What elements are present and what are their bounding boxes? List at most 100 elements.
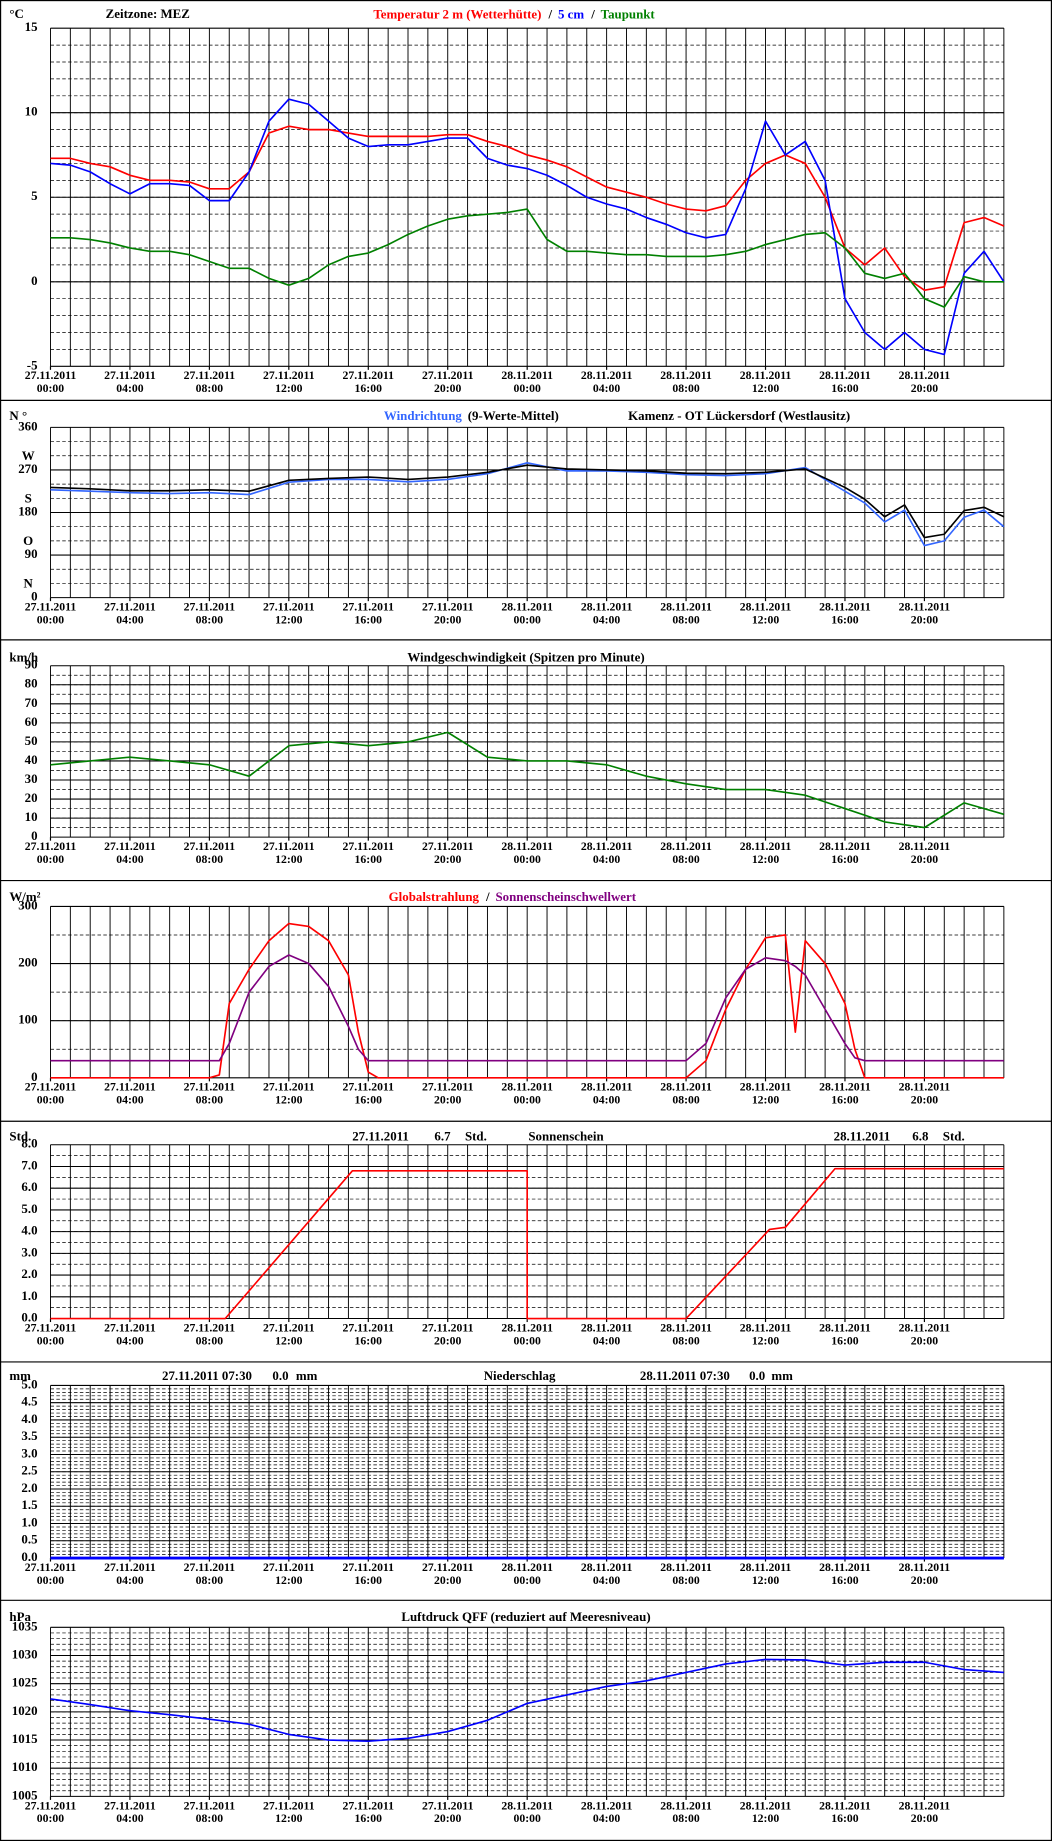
legend-entry: Temperatur 2 m (Wetterhütte) — [373, 6, 541, 21]
x-tick-label-text: 27.11.2011 20:00 — [421, 840, 474, 867]
panel-title: Kamenz - OT Lückersdorf (Westlausitz) — [628, 408, 850, 423]
x-tick-label-text: 27.11.2011 20:00 — [421, 369, 474, 396]
x-tick-label: 27.11.2011 04:00 — [104, 1800, 156, 1826]
panel: 0 10 20 30 40 50 60 70 80 90 27.11.2011 00:00 27.11… — [9, 650, 1005, 867]
panel-title: Sonnenschein — [528, 1129, 603, 1144]
x-tick-label: 27.11.2011 16:00 — [342, 601, 394, 627]
series-line — [50, 1167, 1004, 1320]
panel-dividers — [0, 399, 1052, 1601]
legend-entry: (9-Werte-Mittel) — [468, 408, 559, 423]
y-tick-label: 40 — [25, 752, 38, 767]
x-tick-label-text: 27.11.2011 20:00 — [421, 1561, 474, 1588]
x-tick-label-text: 27.11.2011 12:00 — [263, 369, 315, 396]
annotation: 6.8 — [912, 1129, 929, 1144]
y-tick-label: 1.0 — [21, 1288, 37, 1303]
legend-entry: Sonnenscheinschwellwert — [496, 889, 637, 904]
x-tick-label-text: 27.11.2011 12:00 — [263, 1561, 315, 1588]
y-tick-label: 0 — [31, 273, 37, 288]
x-tick-label: 28.11.2011 00:00 — [501, 369, 553, 396]
series-line — [50, 208, 1004, 308]
x-tick-label-text: 27.11.2011 04:00 — [104, 601, 156, 627]
x-tick-label: 27.11.2011 00:00 — [25, 1800, 77, 1826]
x-tick-label: 28.11.2011 04:00 — [581, 601, 633, 627]
series-line — [50, 731, 1005, 829]
legend: Windrichtung (9-Werte-Mittel) — [384, 408, 559, 423]
x-tick-label: 27.11.2011 20:00 — [421, 1561, 474, 1588]
x-tick-label-text: 28.11.2011 20:00 — [898, 1799, 951, 1826]
y-axis-label: Std. — [9, 1129, 31, 1144]
x-tick-label: 28.11.2011 08:00 — [660, 370, 712, 396]
legend-separator: / — [548, 6, 553, 21]
series-line — [50, 464, 1005, 539]
x-tick-label-text: 28.11.2011 20:00 — [898, 1322, 951, 1348]
x-tick-label-text: 27.11.2011 00:00 — [24, 369, 77, 396]
panel: 0.0 1.0 2.0 3.0 4.0 5.0 6.0 7.0 8.0 27.11.2011 00… — [9, 1129, 1005, 1348]
y-tick-label: 50 — [25, 733, 38, 748]
y-axis-label: km/h — [9, 650, 38, 665]
x-tick-label: 27.11.2011 12:00 — [263, 1561, 315, 1588]
x-tick-label: 27.11.2011 12:00 — [263, 1081, 315, 1108]
x-tick-label: 28.11.2011 12:00 — [740, 1322, 792, 1348]
x-tick-label-text: 28.11.2011 00:00 — [501, 369, 553, 396]
x-tick-label-text: 27.11.2011 08:00 — [183, 369, 236, 396]
x-tick-label: 28.11.2011 04:00 — [581, 1562, 633, 1588]
x-tick-label-text: 28.11.2011 16:00 — [819, 1799, 871, 1826]
x-tick-label-text: 27.11.2011 08:00 — [183, 1561, 236, 1588]
x-tick-label: 28.11.2011 12:00 — [740, 1800, 792, 1826]
x-tick-label-text: 28.11.2011 12:00 — [739, 369, 792, 396]
legend-separator: / — [590, 6, 595, 21]
direction-label: S — [25, 491, 32, 506]
x-tick-label: 27.11.2011 00:00 — [25, 1562, 77, 1588]
x-tick-label: 28.11.2011 08:00 — [660, 1800, 712, 1826]
y-tick-label: 1005 — [12, 1787, 38, 1802]
x-tick-label-text: 27.11.2011 16:00 — [342, 369, 395, 396]
x-tick-label: 28.11.2011 16:00 — [819, 601, 871, 627]
x-tick-label: 28.11.2011 12:00 — [739, 1081, 792, 1108]
x-tick-label: 28.11.2011 00:00 — [501, 1081, 553, 1107]
panel: 0 100 200 300 27.11.2011 00:00 27.11.2011 04:… — [9, 889, 1005, 1108]
x-tick-label-text: 28.11.2011 20:00 — [898, 1081, 951, 1108]
x-tick-label-text: 28.11.2011 12:00 — [739, 840, 792, 867]
y-tick-label: 15 — [25, 19, 38, 34]
y-tick-label: 0.5 — [21, 1532, 37, 1547]
annotation: 27.11.2011 — [352, 1129, 409, 1144]
series-line — [50, 922, 1004, 1079]
x-tick-label: 28.11.2011 12:00 — [739, 369, 792, 396]
x-tick-label-text: 28.11.2011 12:00 — [739, 1561, 792, 1588]
x-tick-label: 28.11.2011 08:00 — [660, 841, 712, 867]
x-tick-label-text: 27.11.2011 12:00 — [263, 601, 315, 627]
x-tick-label: 27.11.2011 08:00 — [184, 601, 236, 627]
x-tick-label-text: 27.11.2011 08:00 — [183, 840, 236, 867]
x-tick-label-text: 28.11.2011 04:00 — [580, 1081, 633, 1108]
x-tick-label-text: 27.11.2011 20:00 — [421, 1081, 474, 1108]
x-tick-label: 28.11.2011 04:00 — [581, 1322, 633, 1348]
x-tick-label: 27.11.2011 20:00 — [422, 601, 474, 627]
x-tick-label: 28.11.2011 12:00 — [739, 840, 792, 867]
x-tick-label: 27.11.2011 12:00 — [263, 841, 315, 867]
x-tick-label-text: 27.11.2011 04:00 — [104, 840, 156, 867]
x-tick-label: 27.11.2011 04:00 — [104, 1322, 156, 1348]
y-tick-label: 1025 — [12, 1675, 38, 1690]
x-tick-label: 28.11.2011 08:00 — [660, 1322, 712, 1348]
x-tick-label-text: 27.11.2011 04:00 — [104, 1561, 156, 1588]
x-tick-label-text: 27.11.2011 08:00 — [183, 1799, 236, 1826]
y-tick-label: 1010 — [12, 1759, 38, 1774]
panel-title: Windgeschwindigkeit (Spitzen pro Minute) — [407, 650, 644, 665]
panel: -5 0 5 10 15 27.11.2011 00:00 27.11.2011 04:00… — [9, 6, 1005, 396]
x-tick-label-text: 27.11.2011 20:00 — [421, 1322, 474, 1348]
legend-entry: Taupunkt — [601, 6, 656, 21]
x-tick-label-text: 27.11.2011 00:00 — [24, 601, 77, 627]
panel-title: Luftdruck QFF (reduziert auf Meeresnivea… — [401, 1609, 650, 1624]
x-tick-label: 28.11.2011 16:00 — [819, 1799, 871, 1826]
x-tick-label: 28.11.2011 12:00 — [739, 1561, 792, 1588]
x-tick-label: 27.11.2011 20:00 — [422, 1800, 474, 1826]
x-tick-label-text: 28.11.2011 20:00 — [898, 1561, 951, 1588]
y-tick-label: 5 — [31, 188, 37, 203]
x-tick-label-text: 27.11.2011 08:00 — [183, 1322, 236, 1348]
y-tick-label: 2.0 — [21, 1480, 37, 1495]
x-tick-label-text: 27.11.2011 12:00 — [263, 1081, 315, 1108]
x-tick-label-text: 27.11.2011 16:00 — [342, 1322, 395, 1348]
annotation: 28.11.2011 — [834, 1129, 891, 1144]
x-tick-label-text: 28.11.2011 12:00 — [739, 1081, 792, 1108]
x-tick-label: 27.11.2011 20:00 — [421, 1322, 474, 1348]
